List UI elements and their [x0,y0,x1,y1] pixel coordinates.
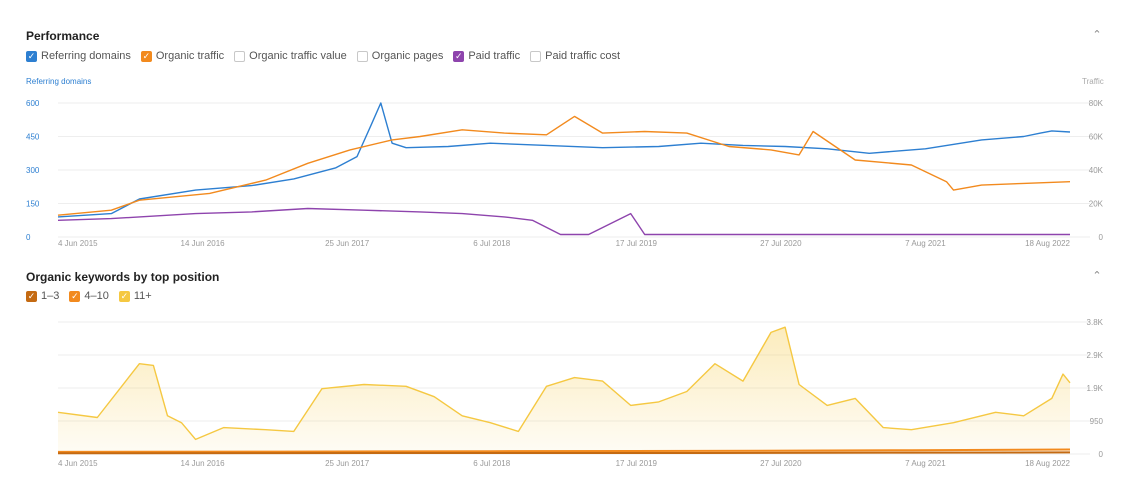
legend-label: Organic traffic value [249,50,347,62]
legend-1-3[interactable]: ✓ 1–3 [26,290,59,302]
y-right-tick-label: 0 [1099,233,1104,242]
keywords-legend: ✓ 1–3 ✓ 4–10 ✓ 11+ [26,290,152,302]
x-tick-label: 18 Aug 2022 [1025,459,1070,468]
y-right-tick-label: 80K [1089,99,1104,108]
checkbox-unchecked-icon[interactable] [234,50,246,62]
x-tick-label: 25 Jun 2017 [325,239,370,248]
checkbox-checked-icon[interactable]: ✓ [140,50,152,62]
legend-label: Paid traffic [468,50,521,62]
y-right-tick-label: 20K [1089,200,1104,209]
series-line-referring-domains [57,102,1071,218]
y-tick-label: 1.9K [1087,384,1104,393]
keywords-chart: 0 950 1.9K 2.9K 3.8K 4 Jun 2015 14 Jun 2016 25 … [57,318,1104,468]
x-tick-label: 17 Jul 2019 [616,239,658,248]
checkbox-unchecked-icon[interactable] [356,50,368,62]
legend-label: 1–3 [41,290,60,302]
x-tick-label: 17 Jul 2019 [616,459,658,468]
x-tick-label: 14 Jun 2016 [181,459,226,468]
x-tick-label: 7 Aug 2021 [905,459,946,468]
checkbox-checked-icon[interactable]: ✓ [118,290,130,302]
y-left-tick-label: 0 [26,233,31,242]
performance-legend: ✓ Referring domains ✓ Organic traffic Organi… [26,50,620,62]
x-tick-label: 27 Jul 2020 [760,239,802,248]
series-line-organic-traffic [57,115,1071,216]
series-area-11 [58,327,1070,454]
x-tick-label: 27 Jul 2020 [760,459,802,468]
performance-title: Performance [26,29,100,43]
legend-label: Paid traffic cost [545,50,621,62]
legend-organic-traffic[interactable]: ✓ Organic traffic [140,50,225,62]
legend-label: Organic pages [371,50,444,62]
series-line-1-3 [57,451,1071,455]
y-tick-label: 2.9K [1087,351,1104,360]
right-axis-label: Traffic [1082,77,1104,86]
x-tick-label: 4 Jun 2015 [58,239,98,248]
legend-label: Organic traffic [155,50,225,62]
x-tick-label: 4 Jun 2015 [58,459,98,468]
legend-label: 4–10 [84,290,109,302]
performance-collapse-icon[interactable]: ⌃ [1092,29,1102,41]
x-tick-label: 6 Jul 2018 [473,239,510,248]
y-tick-label: 3.8K [1087,318,1104,327]
y-right-tick-label: 40K [1089,166,1104,175]
series-line-11 [57,326,1071,441]
y-tick-label: 0 [1099,450,1104,459]
checkbox-checked-icon[interactable]: ✓ [69,290,81,302]
y-left-tick-label: 300 [26,166,40,175]
y-left-tick-label: 450 [26,133,40,142]
x-tick-label: 18 Aug 2022 [1025,239,1070,248]
keywords-collapse-icon[interactable]: ⌃ [1092,270,1102,282]
legend-paid-traffic-cost[interactable]: Paid traffic cost [530,50,620,62]
checkbox-checked-icon[interactable]: ✓ [453,50,465,62]
legend-label: 11+ [133,290,152,302]
y-right-tick-label: 60K [1089,133,1104,142]
legend-label: Referring domains [41,50,131,62]
keywords-title: Organic keywords by top position [26,270,220,284]
checkbox-checked-icon[interactable]: ✓ [26,50,37,62]
legend-paid-traffic[interactable]: ✓ Paid traffic [453,50,520,62]
x-tick-label: 6 Jul 2018 [473,459,510,468]
series-line-4-10 [57,448,1071,453]
x-tick-label: 7 Aug 2021 [905,239,946,248]
legend-organic-traffic-value[interactable]: Organic traffic value [234,50,347,62]
left-axis-label: Referring domains [26,77,92,86]
y-left-tick-label: 600 [26,99,40,108]
x-tick-label: 25 Jun 2017 [325,459,370,468]
legend-4-10[interactable]: ✓ 4–10 [69,290,109,302]
performance-chart: 0 150 300 450 600 0 20K 40K 60K 80K 4 Jun 2015 14 J… [26,99,1104,248]
y-left-tick-label: 150 [26,200,40,209]
legend-referring-domains[interactable]: ✓ Referring domains [26,50,131,62]
series-line-paid-traffic [57,207,1070,236]
legend-organic-pages[interactable]: Organic pages [356,50,444,62]
legend-11[interactable]: ✓ 11+ [118,290,152,302]
y-tick-label: 950 [1090,417,1104,426]
checkbox-unchecked-icon[interactable] [530,50,542,62]
x-tick-label: 14 Jun 2016 [181,239,226,248]
checkbox-checked-icon[interactable]: ✓ [26,290,37,302]
